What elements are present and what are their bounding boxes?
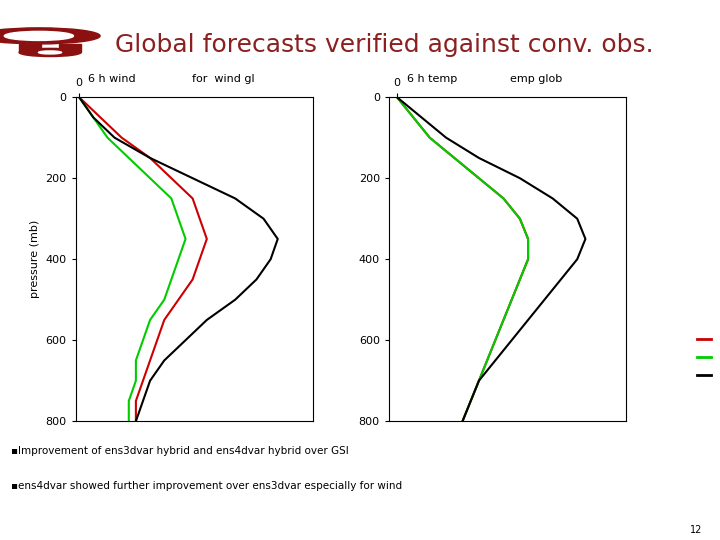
Bar [59, 44, 81, 52]
Legend: ens4dvar, ens3dvar, GSI: ens4dvar, ens3dvar, GSI [387, 330, 463, 384]
Y-axis label: pressure (mb): pressure (mb) [30, 220, 40, 298]
Circle shape [19, 49, 81, 57]
Text: ▪Improvement of ens3dvar hybrid and ens4dvar hybrid over GSI: ▪Improvement of ens3dvar hybrid and ens4… [11, 446, 348, 456]
Text: 12: 12 [690, 524, 702, 535]
Circle shape [0, 28, 100, 44]
Text: Global forecasts verified against conv. obs.: Global forecasts verified against conv. … [115, 33, 654, 57]
Text: emp glob: emp glob [510, 73, 562, 84]
Text: for  wind gl: for wind gl [192, 73, 254, 84]
Circle shape [4, 31, 73, 40]
Text: 6 h wind: 6 h wind [88, 73, 135, 84]
Circle shape [39, 51, 61, 54]
Legend: ens, ens, GSI: ens, ens, GSI [693, 330, 720, 384]
Text: ▪ens4dvar showed further improvement over ens3dvar especially for wind: ▪ens4dvar showed further improvement ove… [11, 481, 402, 491]
Bar [19, 44, 41, 52]
Text: 6 h temp: 6 h temp [407, 73, 457, 84]
